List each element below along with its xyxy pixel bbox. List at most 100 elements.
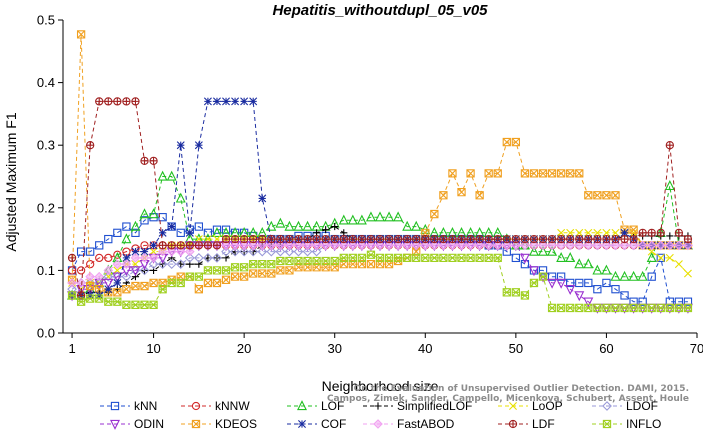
data-point-ldf xyxy=(448,234,457,244)
series-kdeos xyxy=(67,30,693,297)
data-point-knn xyxy=(602,278,611,288)
data-point-fastabod xyxy=(338,240,349,251)
data-point-inflo xyxy=(421,253,430,263)
data-point-lof xyxy=(284,220,295,231)
data-point-fastabod xyxy=(230,240,240,251)
data-point-lof xyxy=(610,270,621,281)
watermark-line-1: On the Evaluation of Unsupervised Outlie… xyxy=(354,384,689,394)
data-point-ldf xyxy=(158,241,167,250)
data-point-inflo xyxy=(267,259,276,269)
data-point-ldf xyxy=(185,241,194,250)
legend-marker-loop xyxy=(509,402,517,410)
data-point-ldf xyxy=(475,234,484,244)
data-point-fastabod xyxy=(674,240,684,251)
data-point-ldf xyxy=(665,141,674,150)
data-point-knn xyxy=(611,285,620,294)
data-point-ldof xyxy=(257,246,268,257)
data-point-ldf xyxy=(230,234,240,244)
data-point-inflo xyxy=(312,256,321,266)
data-point-ldf xyxy=(538,234,548,244)
data-point-ldof xyxy=(193,253,204,263)
data-point-ldf xyxy=(439,234,448,244)
data-point-ldf xyxy=(339,234,348,244)
data-point-inflo xyxy=(575,303,584,313)
data-point-fastabod xyxy=(402,240,412,251)
data-point-ldf xyxy=(511,234,521,244)
data-point-kdeos xyxy=(457,188,466,197)
data-point-kdeos xyxy=(194,285,204,294)
data-point-ldof xyxy=(239,246,250,257)
data-point-inflo xyxy=(475,253,484,263)
data-point-fastabod xyxy=(628,240,639,251)
data-point-ldf xyxy=(330,234,339,244)
data-point-ldf xyxy=(276,234,285,244)
data-point-fastabod xyxy=(293,240,304,251)
legend-item-fastabod: FastABOD xyxy=(363,417,455,431)
data-point-kdeos xyxy=(149,278,158,288)
data-point-cof xyxy=(113,278,122,287)
data-point-ldf xyxy=(502,234,511,244)
data-point-ldf xyxy=(466,234,475,244)
data-point-fastabod xyxy=(420,240,431,251)
data-point-ldf xyxy=(656,228,665,237)
data-point-ldf xyxy=(357,234,367,244)
data-point-ldf xyxy=(194,241,204,250)
data-point-ldf xyxy=(602,234,611,244)
data-point-loop xyxy=(611,228,620,237)
y-axis-label: Adjusted Maximum F1 xyxy=(3,112,19,251)
data-point-fastabod xyxy=(665,240,675,251)
data-point-inflo xyxy=(466,253,475,263)
data-point-lof xyxy=(592,264,603,275)
data-point-kdeos xyxy=(366,259,376,269)
legend-item-simplifiedlof: SimplifiedLOF xyxy=(363,399,472,413)
data-point-ldof xyxy=(293,246,304,257)
data-point-lof xyxy=(528,245,539,256)
legend: kNN kNNW LOF SimplifiedLOF LoOP LDOF ODIN KDEOS… xyxy=(100,399,661,431)
legend-item-ldf: LDF xyxy=(498,417,555,431)
data-point-lof xyxy=(130,220,141,231)
data-point-ldof xyxy=(139,265,150,276)
y-tick-label: 0.2 xyxy=(37,200,55,215)
data-point-fastabod xyxy=(284,240,295,251)
data-point-fastabod xyxy=(465,240,476,251)
data-point-cof xyxy=(231,97,240,106)
data-point-ldof xyxy=(85,278,96,288)
data-point-knn xyxy=(131,228,140,237)
data-point-inflo xyxy=(484,253,493,263)
data-point-fastabod xyxy=(646,240,657,251)
data-point-inflo xyxy=(647,303,656,313)
data-point-kdeos xyxy=(520,169,530,178)
data-point-ldof xyxy=(148,259,159,270)
data-point-lof xyxy=(266,220,277,231)
data-point-fastabod xyxy=(76,278,86,288)
data-point-knn xyxy=(104,234,113,244)
data-point-lof xyxy=(402,220,413,231)
y-tick-label: 0.4 xyxy=(37,75,55,90)
legend-label: KDEOS xyxy=(215,417,257,431)
data-point-knn xyxy=(95,241,104,250)
data-point-knn xyxy=(566,278,575,288)
data-point-odin xyxy=(583,297,594,308)
data-point-ldf xyxy=(393,234,403,244)
legend-item-knn: kNN xyxy=(100,399,157,413)
legend-item-cof: COF xyxy=(287,417,346,431)
legend-marker-simplifiedlof xyxy=(374,402,382,410)
data-point-cof xyxy=(158,228,167,237)
data-point-kdeos xyxy=(430,209,439,219)
data-point-kdeos xyxy=(439,191,448,200)
data-point-inflo xyxy=(95,294,104,303)
data-point-ldf xyxy=(647,228,656,237)
legend-item-ldof: LDOF xyxy=(592,399,658,413)
legend-label: INFLO xyxy=(626,417,661,431)
data-point-fastabod xyxy=(175,246,186,257)
data-point-ldf xyxy=(321,234,330,244)
data-point-kdeos xyxy=(212,278,222,288)
data-point-cof xyxy=(176,141,185,150)
data-point-ldof xyxy=(157,259,168,270)
data-point-knn xyxy=(212,225,222,234)
data-point-kdeos xyxy=(575,169,584,178)
legend-marker-ldof xyxy=(602,401,612,411)
data-point-kdeos xyxy=(466,169,475,178)
data-point-cof xyxy=(249,97,258,106)
data-point-ldf xyxy=(312,234,321,244)
